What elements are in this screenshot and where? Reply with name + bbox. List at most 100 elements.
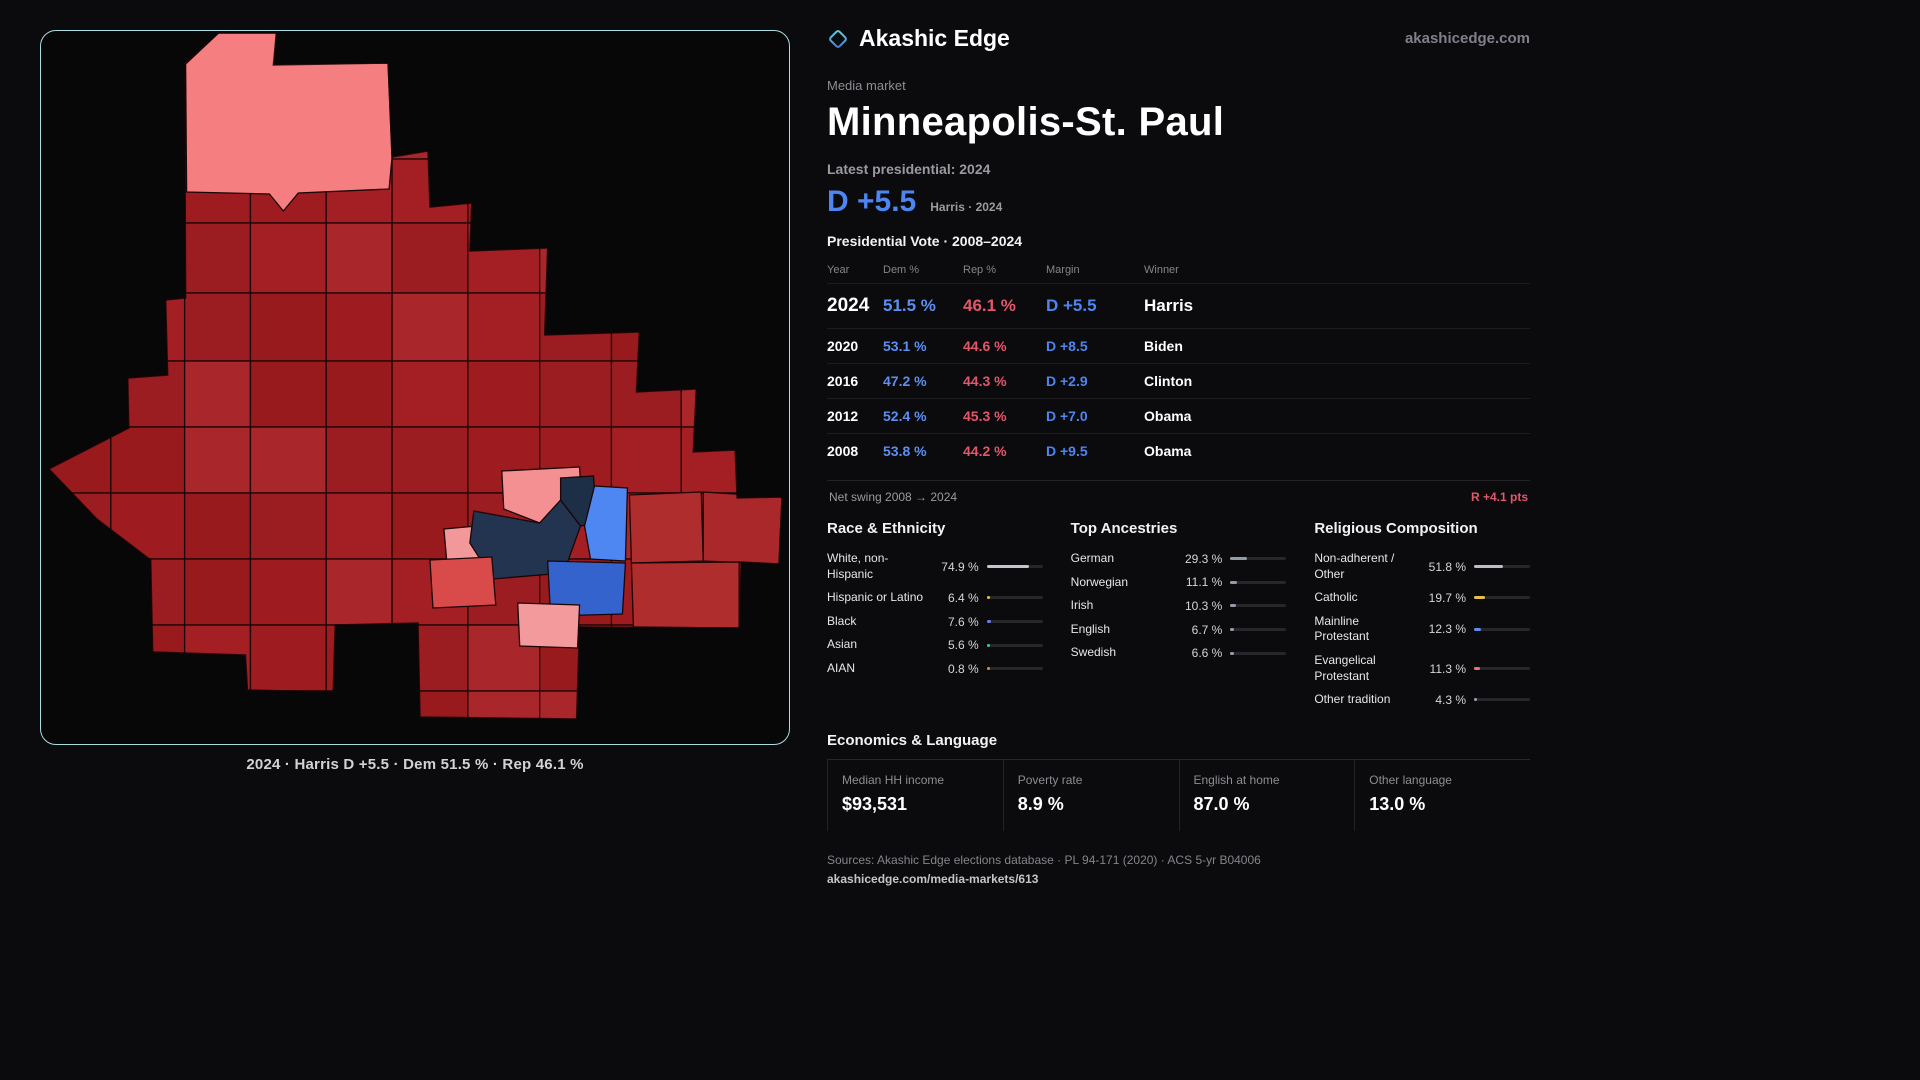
ancestry-row-irish: Irish 10.3 % <box>1071 594 1287 618</box>
race-column: Race & Ethnicity White, non-Hispanic 74.… <box>827 520 1043 712</box>
winner-cell: Harris <box>1144 296 1194 315</box>
year-cell: 2024 <box>827 295 870 316</box>
headline-margin-row: D +5.5 Harris · 2024 <box>827 185 1530 219</box>
stat-bar <box>986 596 1043 600</box>
brand-name: Akashic Edge <box>859 25 1010 51</box>
margin-cell: D +2.9 <box>1046 373 1088 389</box>
winner-cell: Clinton <box>1144 373 1193 389</box>
stat-bar <box>1230 557 1287 561</box>
ancestry-row-german: German 29.3 % <box>1071 547 1287 571</box>
site-link[interactable]: akashicedge.com <box>1404 30 1530 47</box>
footer: Sources: Akashic Edge elections database… <box>827 853 1530 886</box>
dem-cell: 52.4 % <box>883 408 927 424</box>
brand-diamond-icon <box>827 28 849 50</box>
race-row-aian: AIAN 0.8 % <box>827 657 1043 681</box>
header-bar: Akashic Edge akashicedge.com <box>827 25 1530 52</box>
econ-tile-poverty: Poverty rate 8.9 % <box>1002 759 1179 831</box>
race-row-asian: Asian 5.6 % <box>827 633 1043 657</box>
net-swing-label: Net swing 2008 → 2024 <box>829 490 958 504</box>
stat-bar <box>1230 628 1287 632</box>
winner-cell: Obama <box>1144 443 1192 459</box>
winner-cell: Obama <box>1144 408 1192 424</box>
dem-cell: 53.1 % <box>883 338 927 354</box>
dem-cell: 51.5 % <box>883 296 936 315</box>
ancestry-row-english: English 6.7 % <box>1071 618 1287 642</box>
race-row-white: White, non-Hispanic 74.9 % <box>827 547 1043 586</box>
ancestry-row-norwegian: Norwegian 11.1 % <box>1071 571 1287 595</box>
margin-cell: D +8.5 <box>1046 338 1088 354</box>
stat-bar <box>986 565 1043 569</box>
county-map[interactable] <box>41 31 789 744</box>
permalink[interactable]: akashicedge.com/media-markets/613 <box>827 871 1039 886</box>
col-winner: Winner <box>1144 264 1179 276</box>
margin-cell: D +7.0 <box>1046 408 1088 424</box>
vote-row-2016: 2016 47.2 % 44.3 % D +2.9 Clinton <box>827 363 1530 398</box>
vote-row-2012: 2012 52.4 % 45.3 % D +7.0 Obama <box>827 398 1530 433</box>
stat-bar <box>986 620 1043 624</box>
religion-row-evangelical: Evangelical Protestant 11.3 % <box>1314 649 1530 688</box>
stat-bar <box>1474 596 1530 600</box>
vote-table: Year Dem % Rep % Margin Winner 2024 51.5… <box>827 257 1530 468</box>
vote-row-2020: 2020 53.1 % 44.6 % D +8.5 Biden <box>827 328 1530 363</box>
religion-row-catholic: Catholic 19.7 % <box>1314 586 1530 610</box>
headline-winner-year: Harris · 2024 <box>930 200 1003 214</box>
net-swing-row: Net swing 2008 → 2024 R +4.1 pts <box>827 480 1530 512</box>
winner-cell: Biden <box>1144 338 1183 354</box>
year-cell: 2016 <box>827 373 859 389</box>
map-panel <box>40 30 790 745</box>
ancestry-title: Top Ancestries <box>1070 520 1178 537</box>
stat-bar <box>1474 698 1530 702</box>
religion-row-other: Other tradition 4.3 % <box>1314 688 1530 712</box>
rep-cell: 45.3 % <box>963 408 1007 424</box>
col-dem: Dem % <box>883 264 920 276</box>
economics-tiles: Median HH income $93,531 Poverty rate 8.… <box>827 758 1530 831</box>
dem-cell: 53.8 % <box>883 443 927 459</box>
ancestry-row-swedish: Swedish 6.6 % <box>1071 641 1287 665</box>
rep-cell: 44.2 % <box>963 443 1007 459</box>
stat-bar <box>986 667 1043 671</box>
econ-tile-other-language: Other language 13.0 % <box>1354 759 1530 831</box>
race-title: Race & Ethnicity <box>827 520 946 537</box>
econ-tile-income: Median HH income $93,531 <box>827 759 1003 831</box>
year-cell: 2008 <box>827 443 859 459</box>
market-eyebrow: Media market <box>827 78 906 93</box>
margin-cell: D +5.5 <box>1046 296 1097 315</box>
market-panel: Akashic Edge akashicedge.com Media marke… <box>827 25 1530 886</box>
economics-title: Economics & Language <box>827 731 998 749</box>
stat-bar <box>986 643 1043 647</box>
year-cell: 2020 <box>827 338 859 354</box>
stat-bar <box>1230 580 1287 584</box>
rep-cell: 44.3 % <box>963 373 1007 389</box>
rep-cell: 46.1 % <box>963 296 1016 315</box>
stat-bar <box>1474 667 1530 671</box>
page-title: Minneapolis-St. Paul <box>827 100 1225 144</box>
map-caption: 2024 · Harris D +5.5 · Dem 51.5 % · Rep … <box>246 756 584 773</box>
stat-bar <box>1230 651 1287 655</box>
vote-table-title: Presidential Vote · 2008–2024 <box>827 233 1023 249</box>
religion-row-mainline: Mainline Protestant 12.3 % <box>1314 610 1530 649</box>
sources-line: Sources: Akashic Edge elections database… <box>827 852 1261 867</box>
brand: Akashic Edge <box>827 25 1010 52</box>
religion-row-nonadherent: Non-adherent / Other 51.8 % <box>1314 547 1530 586</box>
rep-cell: 44.6 % <box>963 338 1007 354</box>
ancestry-column: Top Ancestries German 29.3 % Norwegian 1… <box>1071 520 1287 712</box>
demographics-section: Race & Ethnicity White, non-Hispanic 74.… <box>827 520 1530 712</box>
vote-table-header: Year Dem % Rep % Margin Winner <box>827 257 1530 283</box>
dem-cell: 47.2 % <box>883 373 927 389</box>
religion-column: Religious Composition Non-adherent / Oth… <box>1314 520 1530 712</box>
col-year: Year <box>827 264 850 276</box>
margin-cell: D +9.5 <box>1046 443 1088 459</box>
econ-tile-english: English at home 87.0 % <box>1178 759 1355 831</box>
col-rep: Rep % <box>963 264 997 276</box>
year-cell: 2012 <box>827 408 859 424</box>
col-margin: Margin <box>1046 264 1080 276</box>
stat-bar <box>1474 627 1530 631</box>
vote-row-2024: 2024 51.5 % 46.1 % D +5.5 Harris <box>827 283 1530 328</box>
vote-row-2008: 2008 53.8 % 44.2 % D +9.5 Obama <box>827 433 1530 468</box>
headline-margin-value: D +5.5 <box>827 185 917 218</box>
stat-bar <box>1230 604 1287 608</box>
net-swing-value: R +4.1 pts <box>1470 490 1528 504</box>
race-row-hispanic: Hispanic or Latino 6.4 % <box>827 586 1043 610</box>
stat-bar <box>1474 565 1530 569</box>
